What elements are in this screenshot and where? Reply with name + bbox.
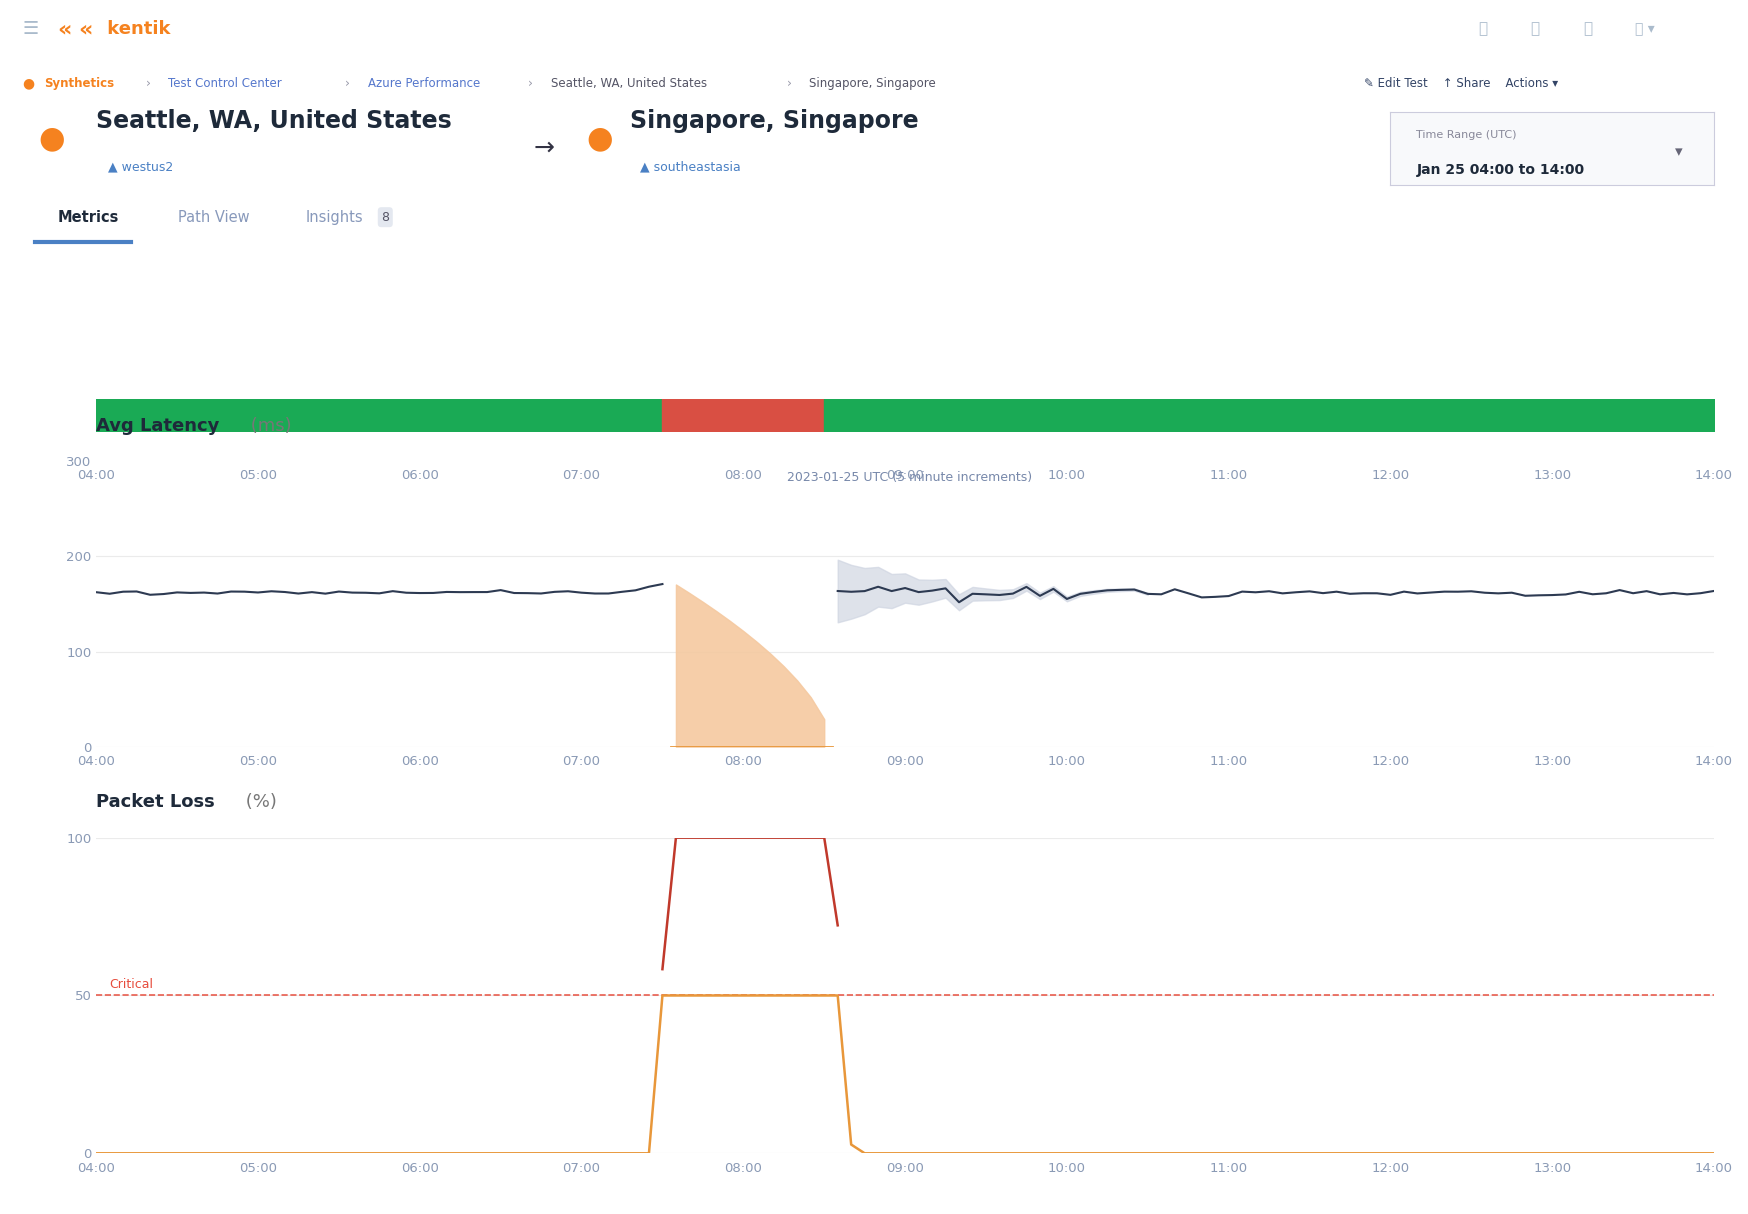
Text: (ms): (ms) xyxy=(245,416,292,435)
Text: ▲ southeastasia: ▲ southeastasia xyxy=(640,160,741,174)
Text: ☰: ☰ xyxy=(23,21,38,38)
Text: Singapore, Singapore: Singapore, Singapore xyxy=(629,109,918,134)
Text: 8: 8 xyxy=(381,211,390,223)
Text: (%): (%) xyxy=(239,793,276,811)
Text: Path View: Path View xyxy=(178,210,250,225)
Text: Test Control Center: Test Control Center xyxy=(168,78,281,90)
Text: ›: › xyxy=(524,78,537,90)
Text: 💬: 💬 xyxy=(1582,22,1591,36)
Text: ●: ● xyxy=(586,125,612,153)
Text: 2023-01-25 UTC (5 minute increments): 2023-01-25 UTC (5 minute increments) xyxy=(787,471,1031,484)
Text: Jan 25 04:00 to 14:00: Jan 25 04:00 to 14:00 xyxy=(1416,163,1584,177)
Text: ●: ● xyxy=(38,125,65,153)
Text: Avg Latency: Avg Latency xyxy=(96,416,220,435)
Text: Time Range (UTC): Time Range (UTC) xyxy=(1416,130,1516,140)
Text: Critical: Critical xyxy=(108,977,154,991)
Text: ●: ● xyxy=(23,76,35,91)
Text: Metrics: Metrics xyxy=(58,210,119,225)
Text: ›: › xyxy=(783,78,795,90)
Text: Packet Loss: Packet Loss xyxy=(96,793,215,811)
Text: →: → xyxy=(533,136,554,159)
Text: ▾: ▾ xyxy=(1675,144,1682,159)
Text: 👤 ▾: 👤 ▾ xyxy=(1634,22,1654,36)
Text: Seattle, WA, United States: Seattle, WA, United States xyxy=(551,78,706,90)
Text: kentik: kentik xyxy=(101,21,171,38)
Text: «: « xyxy=(79,19,93,39)
Text: ✎ Edit Test    ↑ Share    Actions ▾: ✎ Edit Test ↑ Share Actions ▾ xyxy=(1363,78,1557,90)
Text: ›: › xyxy=(341,78,355,90)
Text: ▲ westus2: ▲ westus2 xyxy=(108,160,173,174)
Text: ›: › xyxy=(142,78,154,90)
Text: Azure Performance: Azure Performance xyxy=(367,78,479,90)
Text: Synthetics: Synthetics xyxy=(44,78,114,90)
Text: 🔍: 🔍 xyxy=(1477,22,1486,36)
Text: Insights: Insights xyxy=(306,210,364,225)
Text: «: « xyxy=(58,19,72,39)
Text: Seattle, WA, United States: Seattle, WA, United States xyxy=(96,109,451,134)
Text: Singapore, Singapore: Singapore, Singapore xyxy=(809,78,935,90)
Text: 🔔: 🔔 xyxy=(1530,22,1538,36)
